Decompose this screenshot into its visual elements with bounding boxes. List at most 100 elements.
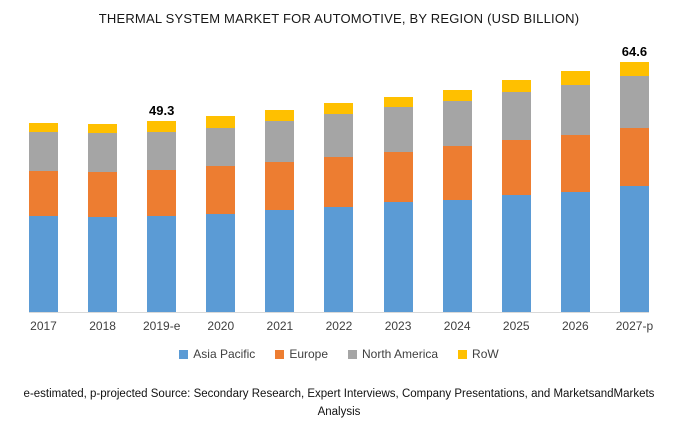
bar-segment-north-america-2023 <box>383 107 413 153</box>
source-note-line2: Analysis <box>317 405 361 418</box>
bar-stack-2017 <box>29 123 58 312</box>
x-axis-label-2025: 2025 <box>502 319 531 333</box>
bar-segment-asia-pacific-2020 <box>206 214 236 312</box>
bar-column-2025 <box>501 80 531 312</box>
bar-segment-europe-2019-e <box>147 169 177 216</box>
x-axis-label-text: 2019-e <box>143 319 181 333</box>
legend-swatch-icon <box>458 349 468 359</box>
bar-segment-asia-pacific-2022 <box>324 207 354 312</box>
legend-swatch-icon <box>348 349 358 359</box>
x-axis-label-2020: 2020 <box>206 319 235 333</box>
bar-segment-north-america-2020 <box>206 128 236 167</box>
x-axis-label-2023: 2023 <box>384 319 413 333</box>
x-axis-label-2021: 2021 <box>265 319 294 333</box>
bar-segment-europe-2018 <box>88 171 118 217</box>
bar-segment-row-2022 <box>324 103 354 115</box>
legend-item-row: RoW <box>458 347 499 361</box>
bar-column-2026 <box>560 71 590 312</box>
x-axis-label-2018: 2018 <box>88 319 117 333</box>
bar-stack-2021 <box>265 110 295 312</box>
x-axis-label-text: 2020 <box>207 319 235 333</box>
bar-column-2020 <box>206 116 236 312</box>
bar-segment-europe-2020 <box>206 166 236 215</box>
bar-segment-row-2025 <box>501 80 531 93</box>
legend: Asia Pacific Europe North America RoW <box>0 347 678 361</box>
bar-column-2023 <box>383 96 413 312</box>
bar-segment-north-america-2022 <box>324 114 354 158</box>
bar-segment-north-america-2025 <box>501 92 531 141</box>
plot-area: 49.3 64.6 2017 2018 2019-e 2020 2021 2022 2023 2… <box>29 42 653 333</box>
legend-label: Asia Pacific <box>193 347 256 361</box>
bar-segment-europe-2027-p <box>619 127 649 186</box>
bar-segment-north-america-2021 <box>265 120 295 162</box>
bar-segment-asia-pacific-2026 <box>560 192 590 312</box>
x-axis-label-text: 2027-p <box>615 319 654 333</box>
bar-segment-row-2027-p <box>619 61 649 77</box>
legend-item-europe: Europe <box>275 347 328 361</box>
bar-stack-2018 <box>88 123 118 312</box>
bar-segment-asia-pacific-2025 <box>501 195 531 312</box>
x-axis-label-text: 2026 <box>561 319 589 333</box>
bar-segment-row-2018 <box>88 123 118 133</box>
bar-value-label-2027-p: 64.6 <box>621 43 648 59</box>
bar-column-2027-p: 64.6 <box>619 43 649 312</box>
bar-segment-row-2019-e <box>147 121 177 133</box>
bar-segment-north-america-2027-p <box>619 76 649 128</box>
bar-segment-europe-2017 <box>29 171 58 216</box>
x-axis-label-text: 2024 <box>443 319 471 333</box>
bar-stack-2022 <box>324 103 354 312</box>
bar-segment-asia-pacific-2017 <box>29 216 58 312</box>
bar-segment-europe-2023 <box>383 152 413 203</box>
bar-segment-asia-pacific-2019-e <box>147 216 177 312</box>
bar-segment-asia-pacific-2018 <box>88 216 118 312</box>
x-axis-label-2027-p: 2027-p <box>616 319 653 333</box>
bar-column-2024 <box>442 90 472 312</box>
bar-segment-asia-pacific-2021 <box>265 209 295 312</box>
bar-value-label-2019-e: 49.3 <box>149 103 175 119</box>
bar-stack-2024 <box>442 90 472 312</box>
chart-title: THERMAL SYSTEM MARKET FOR AUTOMOTIVE, BY… <box>98 11 580 26</box>
bar-segment-europe-2026 <box>560 135 590 192</box>
bar-column-2021 <box>265 110 295 312</box>
x-axis-label-2026: 2026 <box>561 319 590 333</box>
x-axis-label-text: 2023 <box>384 319 412 333</box>
x-axis-label-text: 2025 <box>502 319 530 333</box>
bar-segment-europe-2025 <box>501 140 531 196</box>
bar-column-2018 <box>88 123 118 312</box>
bar-segment-europe-2024 <box>442 146 472 201</box>
bar-stack-2020 <box>206 116 236 312</box>
x-axis-label-text: 2022 <box>325 319 353 333</box>
bar-segment-asia-pacific-2024 <box>442 200 472 312</box>
bars-container: 49.3 64.6 <box>29 42 649 313</box>
source-note-line1: e-estimated, p-projected Source: Seconda… <box>23 388 655 400</box>
bar-column-2022 <box>324 103 354 312</box>
legend-label: North America <box>362 347 439 361</box>
bar-segment-north-america-2018 <box>88 132 118 172</box>
bar-stack-2025 <box>501 80 531 312</box>
x-axis-label-2024: 2024 <box>443 319 472 333</box>
bar-stack-2027-p <box>619 61 649 312</box>
bar-segment-row-2024 <box>442 90 472 102</box>
bar-segment-row-2023 <box>383 96 413 108</box>
legend-swatch-icon <box>275 349 285 359</box>
bar-segment-asia-pacific-2023 <box>383 202 413 312</box>
bar-segment-north-america-2019-e <box>147 132 177 170</box>
bar-segment-north-america-2026 <box>560 85 590 136</box>
legend-label: Europe <box>289 347 329 361</box>
x-axis-label-text: 2018 <box>89 319 116 333</box>
bar-segment-row-2021 <box>265 110 295 121</box>
legend-swatch-icon <box>179 349 189 359</box>
x-axis-label-2022: 2022 <box>324 319 353 333</box>
bar-stack-2026 <box>560 71 590 312</box>
bar-segment-asia-pacific-2027-p <box>619 185 649 312</box>
bar-column-2017 <box>29 123 58 312</box>
bar-segment-north-america-2024 <box>442 101 472 147</box>
legend-item-asia-pacific: Asia Pacific <box>179 347 255 361</box>
legend-label: RoW <box>472 347 499 361</box>
x-axis-label-2019-e: 2019-e <box>143 319 180 333</box>
bar-column-2019-e: 49.3 <box>147 103 177 312</box>
bar-segment-row-2020 <box>206 116 236 129</box>
bar-segment-europe-2022 <box>324 157 354 208</box>
bar-segment-row-2026 <box>560 71 590 86</box>
